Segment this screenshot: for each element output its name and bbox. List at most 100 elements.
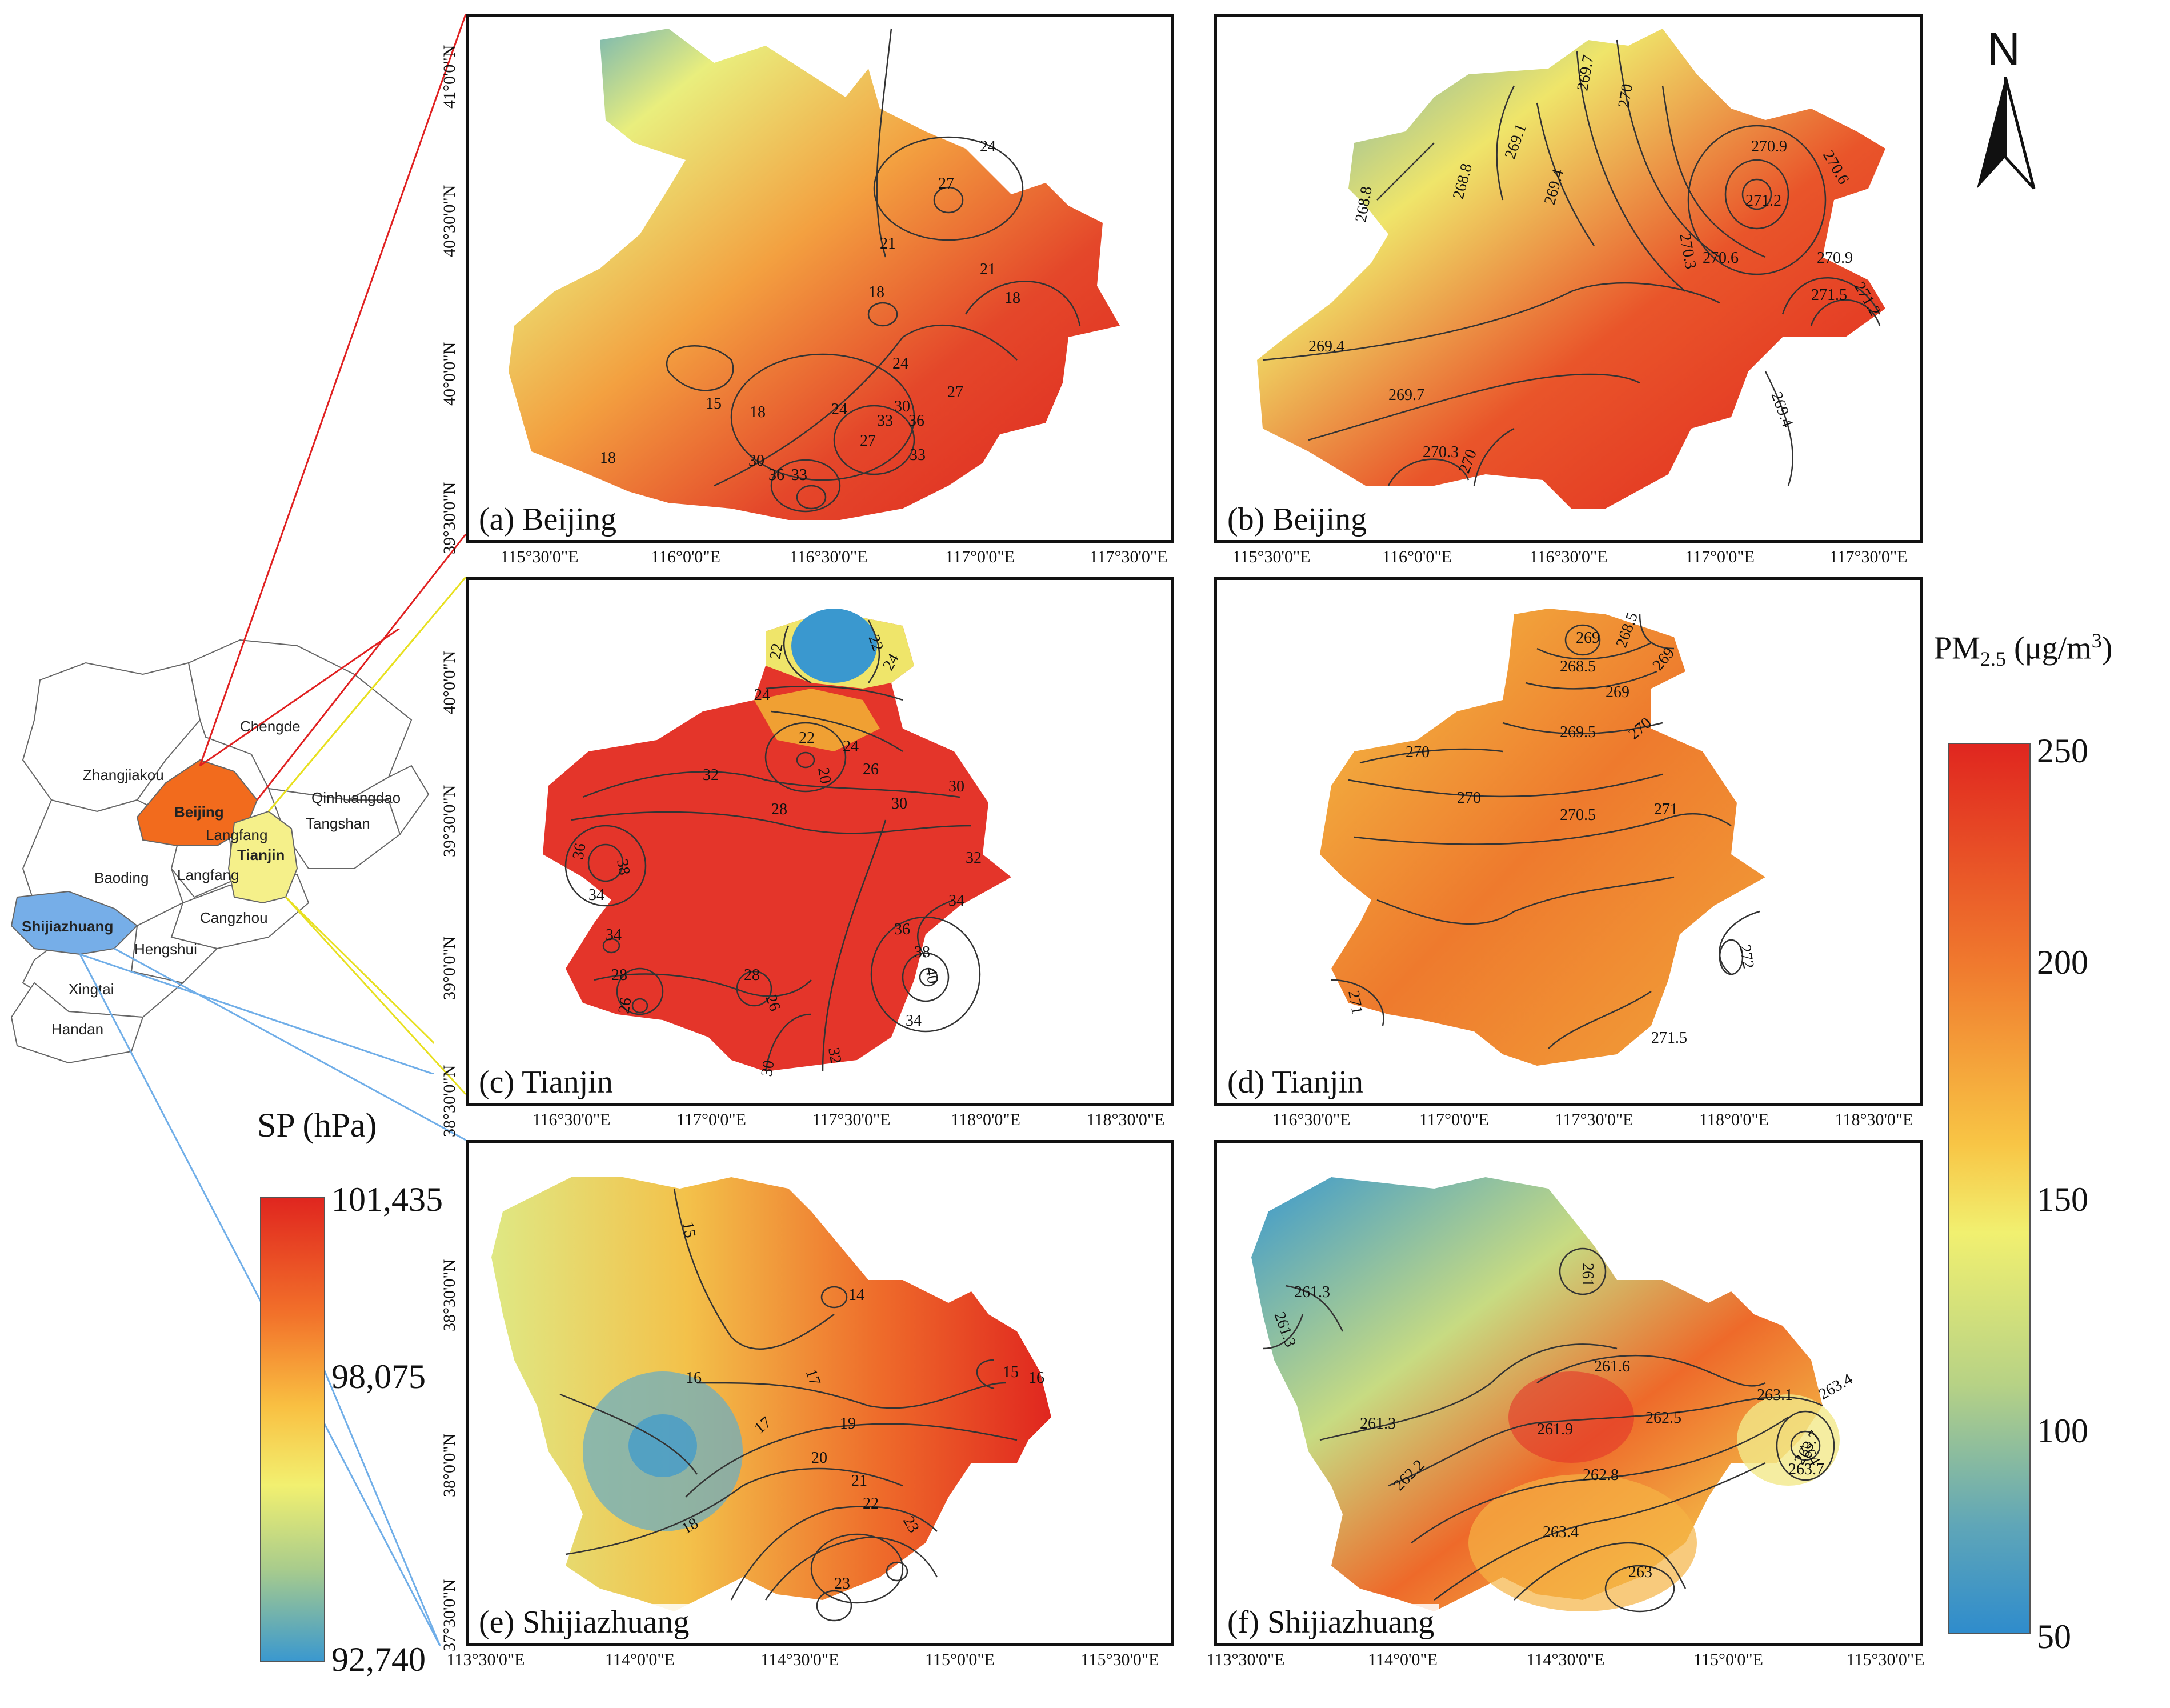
pm-tick-250: 250 [2037,732,2088,770]
x-tick-f-4: 115°30'0"E [1846,1650,1925,1669]
contour-label-a-7: 18 [750,403,766,421]
connector-tianjin-bottom [285,896,434,1045]
connector-red-2 [256,534,467,801]
contour-label-c-22: 28 [744,966,760,984]
label-chengde: Chengde [240,718,301,735]
contour-label-a-4: 18 [868,283,884,301]
x-tick-d-3: 118°0'0"E [1699,1110,1769,1129]
x-tick-f-1: 114°0'0"E [1368,1650,1438,1669]
beijing-region-a [509,29,1120,520]
contour-label-f-8: 263.4 [1816,1370,1856,1403]
x-tick-b-3: 117°0'0"E [1685,547,1755,566]
connector-beijing-top [199,629,401,767]
north-arrow-icon [1977,77,2036,190]
contour-label-b-4: 269.1 [1501,122,1530,162]
contour-label-c-10: 30 [891,795,907,813]
pm-colorbar [1948,743,2031,1634]
contour-label-e-1: 14 [848,1286,864,1304]
panel-f-label: (f) Shijiazhuang [1223,1604,1439,1641]
x-tick-a-0: 115°30'0"E [500,547,579,566]
panel-e-label: (e) Shijiazhuang [474,1604,694,1641]
pm-tick-50: 50 [2037,1618,2071,1655]
contour-label-e-7: 19 [840,1415,856,1433]
panel-b: 269.7 270 270.9 270.6 269.1 269.4 268.8 … [1214,14,1923,543]
x-tick-b-1: 116°0'0"E [1382,547,1452,566]
contour-label-c-24: 26 [762,993,784,1014]
label-beijing: Beijing [174,803,224,821]
x-tick-d-0: 116°30'0"E [1272,1110,1351,1129]
panel-c: 22 22 24 24 22 20 24 26 32 28 30 30 32 3… [466,577,1174,1106]
label-baoding: Baoding [94,869,149,886]
y-tick-e-2: 37°30'0"N [440,1579,459,1651]
contour-label-e-6: 16 [1028,1369,1044,1387]
contour-label-b-0: 269.7 [1574,54,1597,92]
contour-label-e-11: 23 [899,1513,923,1536]
label-tianjin: Tianjin [237,846,285,863]
contour-label-d-1: 268.5 [1560,658,1596,675]
panel-a-label: (a) Beijing [474,501,622,538]
label-langfang-1: Langfang [206,826,267,843]
contour-label-d-8: 270 [1457,789,1481,807]
contour-label-c-3: 24 [754,686,770,704]
contour-label-b-15: 269.7 [1388,386,1424,404]
contour-label-f-0: 261.3 [1294,1283,1330,1301]
pm-tick-150: 150 [2037,1181,2088,1218]
contour-label-f-5: 261.9 [1537,1421,1573,1438]
contour-label-f-3: 261.6 [1594,1358,1630,1375]
x-tick-b-0: 115°30'0"E [1232,547,1311,566]
contour-label-b-3: 270.6 [1819,147,1852,187]
contour-label-e-5: 15 [1003,1363,1019,1381]
contour-label-b-5: 269.4 [1541,167,1567,207]
contour-label-c-18: 38 [914,943,930,961]
contour-label-c-17: 36 [894,921,910,938]
x-tick-c-0: 116°30'0"E [532,1110,611,1129]
x-tick-c-3: 118°0'0"E [951,1110,1020,1129]
contour-label-e-0: 15 [679,1221,699,1239]
contour-label-c-4: 22 [799,729,815,747]
x-tick-a-3: 117°0'0"E [945,547,1015,566]
panel-d: 269 268.5 268.5 269 269 270 269.5 270 27… [1214,577,1923,1106]
panel-c-label: (c) Tianjin [474,1064,618,1101]
contour-label-b-17: 270 [1455,447,1480,475]
pm-title-main: PM [1934,630,1980,666]
x-tick-d-2: 117°30'0"E [1555,1110,1633,1129]
contour-label-b-14: 269.4 [1308,338,1344,355]
y-tick-a-1: 40°30'0"N [440,185,459,257]
contour-label-c-0: 22 [766,642,786,661]
contour-label-f-2: 261 [1579,1263,1596,1287]
x-tick-e-2: 114°30'0"E [760,1650,839,1669]
contour-label-e-2: 16 [686,1369,702,1387]
panel-f: 261.3 261.3 261 261.6 261.3 261.9 262.5 … [1214,1140,1923,1646]
contour-label-d-0: 269 [1576,629,1600,647]
contour-label-c-26: 34 [906,1012,922,1030]
contour-label-a-13: 33 [877,412,893,430]
contour-label-d-13: 271.5 [1651,1029,1687,1047]
label-hengshui: Hengshui [134,941,197,958]
contour-label-b-16: 270.3 [1423,443,1459,461]
label-cangzhou: Cangzhou [200,909,268,926]
contour-label-f-9: 262.2 [1390,1456,1428,1494]
y-tick-c-1: 39°30'0"N [440,785,459,857]
contour-label-e-4: 17 [751,1414,775,1438]
contour-label-a-3: 21 [980,261,996,278]
contour-label-c-16: 34 [606,926,622,944]
sp-legend-title: SP (hPa) [257,1106,377,1144]
contour-label-c-27: 30 [758,1059,778,1078]
x-tick-f-0: 113°30'0"E [1206,1650,1285,1669]
label-shijiazhuang: Shijiazhuang [22,918,113,935]
x-tick-d-1: 117°0'0"E [1419,1110,1489,1129]
contour-label-f-7: 263.1 [1757,1386,1793,1404]
pm-title-close: ) [2101,630,2113,666]
north-arrow: N [1965,23,2045,194]
x-tick-b-4: 117°30'0"E [1829,547,1908,566]
inset-map: Zhangjiakou Chengde Beijing Langfang Tia… [10,629,434,1074]
contour-label-c-11: 30 [948,778,964,795]
contour-label-a-6: 15 [706,395,722,413]
beijing-region-b [1257,29,1885,509]
sp-legend-min: 92,740 [331,1641,426,1678]
contour-label-c-8: 32 [703,766,719,784]
tianjin-region-c [543,614,1011,1071]
contour-label-a-2: 21 [880,235,896,253]
contour-label-c-1: 22 [864,633,887,654]
contour-label-b-2: 270.9 [1751,138,1787,155]
